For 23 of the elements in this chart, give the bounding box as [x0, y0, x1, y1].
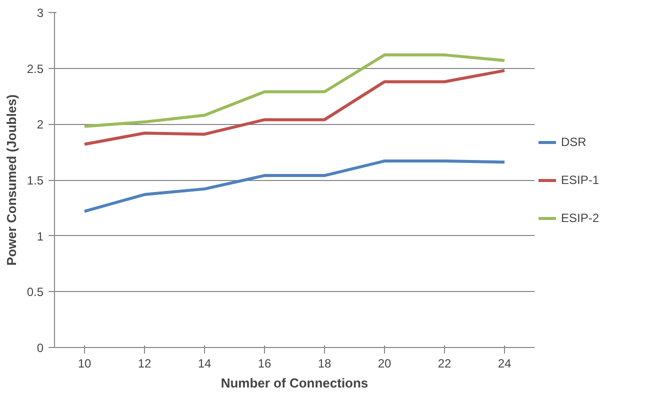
x-tick-label: 12 [138, 356, 152, 370]
y-tick-label: 1.5 [26, 174, 44, 188]
x-tick-label: 16 [258, 356, 272, 370]
y-tick-label: 3 [36, 6, 44, 20]
legend-label: ESIP-1 [561, 172, 600, 186]
y-tick-label: 1 [36, 229, 44, 244]
y-tick-label: 2.5 [26, 62, 44, 76]
x-tick-label: 18 [318, 356, 332, 370]
legend-label: DSR [561, 134, 586, 148]
y-tick-label: 2 [36, 118, 44, 132]
x-axis-title: Number of Connections [220, 376, 368, 390]
x-tick-label: 22 [438, 356, 452, 370]
line-series [83, 160, 506, 213]
line-series [83, 69, 506, 146]
x-tick-label: 10 [78, 356, 92, 370]
x-tick-label: 20 [378, 356, 392, 370]
x-tick-label: 14 [198, 356, 212, 370]
legend-label: ESIP-2 [561, 210, 600, 224]
y-tick-label: 0.5 [26, 285, 44, 300]
x-tick-label: 24 [498, 356, 512, 370]
y-axis-title: Power Consumed (Joubles) [4, 94, 19, 266]
line-series [83, 53, 506, 128]
y-tick-label: 0 [36, 341, 44, 355]
